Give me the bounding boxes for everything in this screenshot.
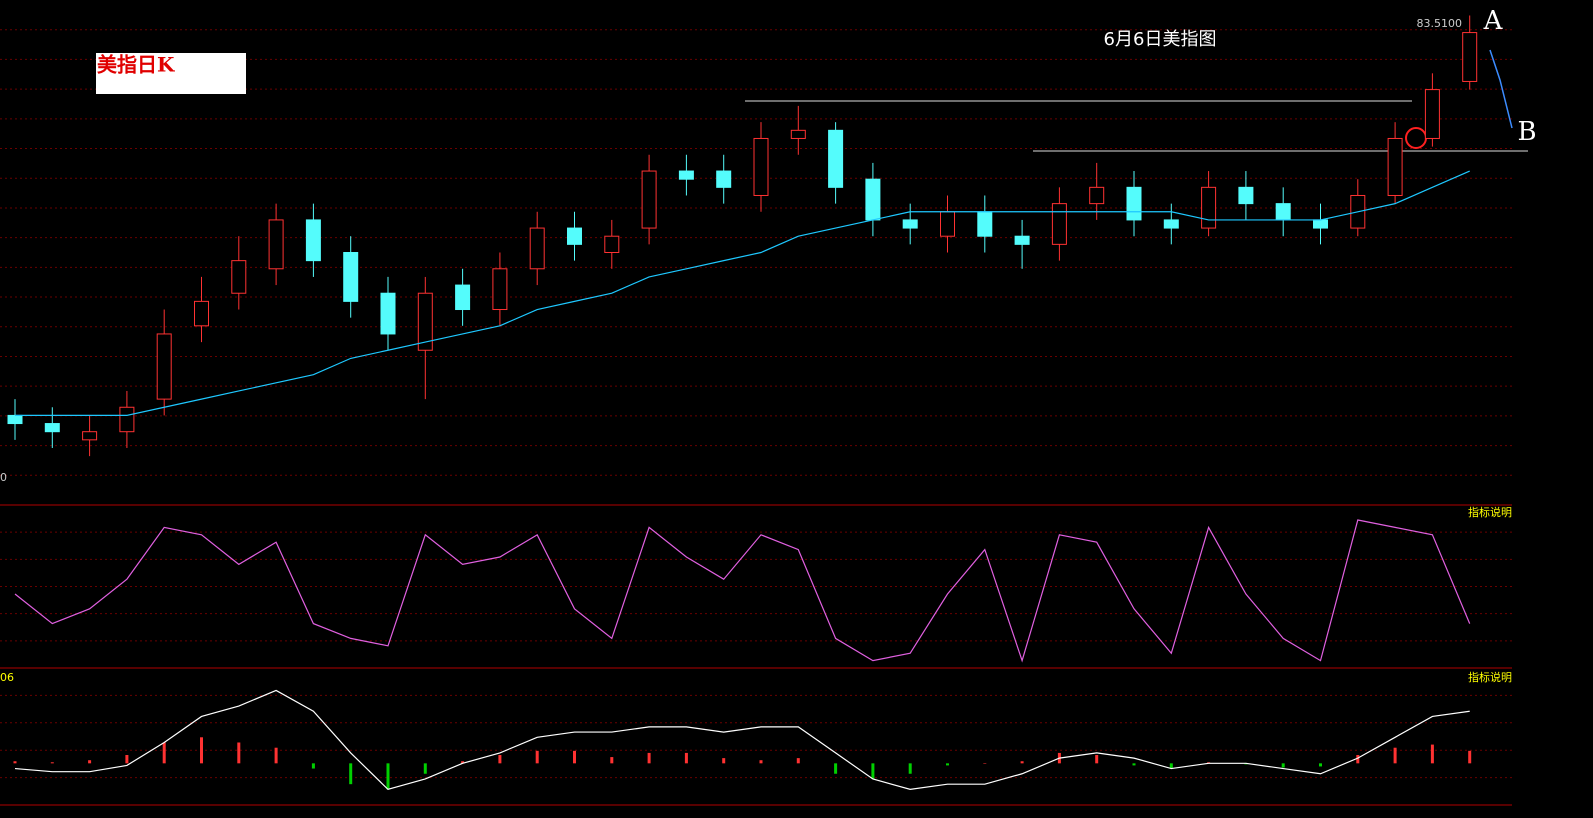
macd-bar	[983, 763, 987, 764]
line	[15, 170, 1470, 417]
candle-body	[82, 431, 98, 441]
macd-bar	[1319, 763, 1322, 767]
candle-body	[1462, 32, 1478, 82]
candle-body	[492, 268, 508, 311]
candle-body	[940, 211, 955, 237]
candle-body	[753, 137, 769, 196]
candle-body	[902, 219, 918, 229]
candle-body	[1424, 89, 1440, 139]
candle-body	[1126, 186, 1142, 221]
macd-bar	[647, 752, 651, 764]
candle-body	[1051, 203, 1067, 245]
candle-body	[119, 406, 135, 433]
label-box	[96, 53, 246, 94]
macd-bar	[498, 755, 502, 764]
candle-body	[604, 235, 620, 253]
macd-bar	[88, 760, 92, 764]
candle-body	[828, 129, 844, 188]
macd-bar	[1281, 763, 1285, 768]
macd-bar	[1169, 763, 1173, 769]
candle-body	[455, 284, 471, 311]
candle-body	[44, 423, 60, 433]
indicator-label: 指标说明	[1468, 505, 1512, 519]
axis-label: 06	[0, 671, 14, 684]
macd-bar	[349, 763, 353, 785]
macd-bar	[573, 750, 576, 764]
macd-bar	[946, 763, 949, 766]
macd-bar	[274, 747, 278, 764]
candle-body	[7, 414, 23, 425]
high-label: 83.5100	[1417, 17, 1463, 30]
macd-bar	[834, 763, 838, 774]
macd-bar	[1430, 744, 1434, 764]
macd-bar	[1095, 755, 1099, 764]
macd-bar	[871, 763, 875, 779]
macd-bar	[386, 763, 390, 790]
macd-bar	[535, 750, 539, 764]
candle-body	[1089, 186, 1105, 205]
macd-bar	[200, 737, 203, 764]
macd-bar	[13, 761, 17, 764]
macd-bar	[125, 755, 129, 764]
candle-body	[678, 170, 694, 180]
candle-body	[194, 300, 209, 327]
macd-bar	[423, 763, 427, 774]
candle-body	[231, 260, 247, 294]
macd-bar	[908, 763, 912, 774]
candle-body	[1238, 186, 1254, 205]
line	[14, 519, 1471, 663]
annotation: B	[1517, 117, 1536, 147]
candle-body	[1201, 186, 1217, 229]
candle-body	[641, 170, 657, 229]
macd-bar	[162, 742, 166, 764]
macd-bar	[1132, 763, 1136, 766]
indicator-label: 指标说明	[1468, 670, 1512, 684]
candle-body	[1163, 219, 1179, 229]
macd-bar	[461, 761, 465, 764]
annotation: A	[1483, 6, 1504, 36]
macd-bar	[1356, 755, 1360, 764]
candle-body	[343, 252, 359, 302]
candle-body	[268, 219, 284, 270]
macd-bar	[1468, 750, 1472, 764]
candle-body	[1387, 137, 1403, 196]
macd-bar	[796, 758, 800, 764]
candle-body	[380, 292, 396, 335]
macd-bar	[722, 758, 726, 764]
chart-title: 6月6日美指图	[1104, 29, 1217, 50]
line	[14, 689, 1470, 791]
macd-bar	[684, 752, 688, 764]
candle-body	[1275, 203, 1291, 221]
forecast-arrow	[1489, 49, 1513, 129]
macd-bar	[1393, 747, 1397, 764]
macd-bar	[1020, 761, 1024, 764]
highlight-circle	[1405, 127, 1427, 149]
macd-bar	[50, 762, 54, 764]
candle-body	[1313, 219, 1328, 229]
macd-bar	[237, 742, 241, 764]
candle-body	[977, 211, 993, 237]
candle-body	[156, 333, 172, 400]
macd-bar	[610, 757, 614, 764]
candle-body	[1014, 235, 1030, 245]
macd-bar	[311, 763, 315, 769]
macd-bar	[759, 760, 763, 764]
candle-body	[865, 178, 881, 221]
axis-label: 0	[0, 471, 7, 484]
candle-body	[529, 227, 545, 270]
candle-body	[790, 129, 806, 139]
candle-body	[417, 292, 433, 351]
candle-body	[567, 227, 582, 245]
candle-body	[305, 219, 321, 262]
candle-body	[716, 170, 732, 188]
chart-label: 美指日K	[97, 53, 175, 77]
